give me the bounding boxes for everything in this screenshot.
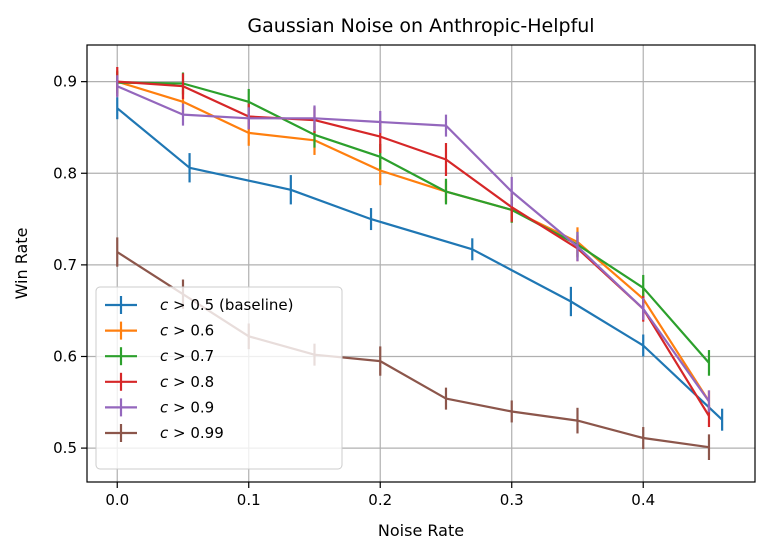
chart-title: Gaussian Noise on Anthropic-Helpful (247, 15, 594, 37)
legend-item-4: c > 0.9 (105, 398, 214, 417)
x-tick-label: 0.0 (105, 491, 129, 509)
legend-label-variable: c (160, 424, 169, 442)
legend-item-2: c > 0.7 (105, 347, 214, 366)
y-tick-label: 0.7 (53, 256, 77, 274)
series-0 (116, 97, 724, 431)
legend-item-1: c > 0.6 (105, 321, 214, 340)
series-line (117, 81, 710, 364)
legend-label: c > 0.5 (baseline) (160, 296, 294, 314)
y-tick-label: 0.6 (53, 347, 77, 365)
y-tick-label: 0.5 (53, 439, 77, 457)
legend-item-3: c > 0.8 (105, 372, 214, 391)
legend-item-5: c > 0.99 (105, 424, 224, 442)
legend-label-text: > 0.6 (168, 322, 214, 340)
legend-label-text: > 0.7 (168, 347, 214, 365)
series-4 (116, 75, 711, 413)
legend-label-variable: c (160, 296, 169, 314)
legend-item-0: c > 0.5 (baseline) (105, 296, 294, 314)
series-line (116, 107, 723, 421)
legend-label: c > 0.7 (160, 347, 214, 365)
legend-label: c > 0.6 (160, 322, 214, 340)
y-axis-label: Win Rate (12, 228, 31, 300)
legend-label-variable: c (160, 322, 169, 340)
legend-label-text: > 0.8 (168, 373, 214, 391)
x-axis-label: Noise Rate (378, 521, 464, 540)
legend-label-text: > 0.99 (168, 424, 224, 442)
x-tick-label: 0.2 (368, 491, 392, 509)
legend: c > 0.5 (baseline)c > 0.6c > 0.7c > 0.8c… (95, 286, 343, 470)
y-tick-label: 0.8 (53, 164, 77, 182)
legend-label: c > 0.99 (160, 424, 224, 442)
x-tick-label: 0.4 (631, 491, 655, 509)
legend-label-text: > 0.5 (baseline) (168, 296, 293, 314)
legend-box (95, 286, 343, 470)
plot-frame (86, 44, 756, 483)
legend-label-variable: c (160, 347, 169, 365)
legend-label-variable: c (160, 398, 169, 416)
tick-layer: 0.0 0.1 0.2 0.3 0.4 0.5 0.6 0.7 0.8 0.9 (53, 73, 655, 509)
legend-label-text: > 0.9 (168, 398, 214, 416)
y-tick-label: 0.9 (53, 73, 77, 91)
x-tick-label: 0.3 (500, 491, 524, 509)
legend-label: c > 0.9 (160, 398, 214, 416)
series-line (116, 85, 710, 403)
legend-label: c > 0.8 (160, 373, 214, 391)
x-tick-label: 0.1 (237, 491, 261, 509)
legend-label-variable: c (160, 373, 169, 391)
